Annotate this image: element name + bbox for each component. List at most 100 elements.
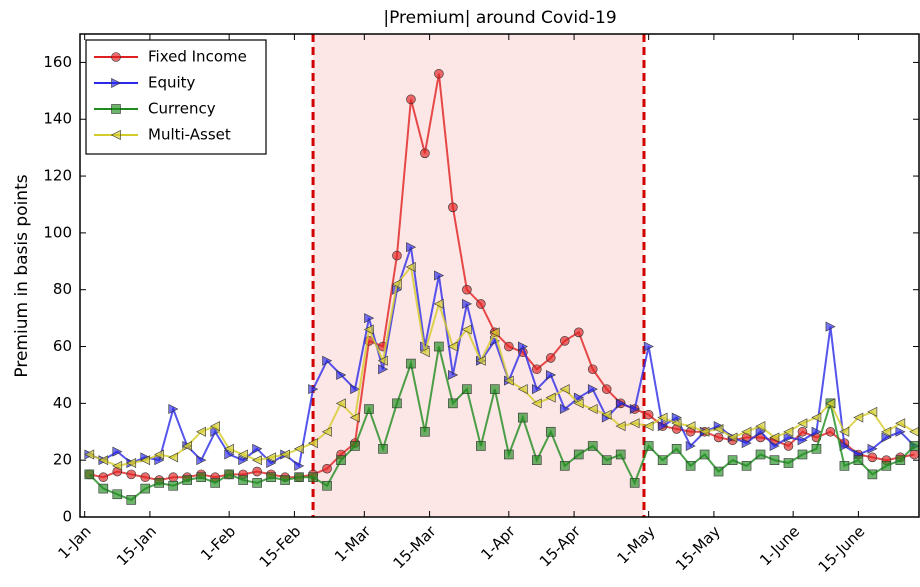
marker [377, 355, 388, 366]
marker [573, 398, 584, 409]
marker [531, 398, 542, 409]
marker [797, 418, 808, 429]
marker [210, 478, 220, 488]
marker [110, 130, 121, 140]
marker [699, 449, 710, 460]
marker [867, 406, 878, 417]
marker [713, 423, 724, 434]
marker [391, 279, 402, 290]
marker [210, 426, 221, 437]
marker [434, 270, 445, 281]
marker [839, 426, 850, 437]
x-tick-label: 15-Apr [536, 522, 585, 571]
marker [797, 449, 808, 460]
marker [587, 404, 598, 415]
marker [518, 341, 528, 352]
marker [895, 455, 906, 465]
marker [615, 398, 626, 409]
marker [671, 412, 682, 423]
marker [294, 472, 304, 483]
marker [349, 412, 360, 423]
marker [98, 472, 109, 483]
marker [643, 341, 654, 352]
marker [825, 426, 836, 437]
marker [433, 298, 444, 309]
marker [406, 242, 417, 253]
marker [685, 440, 696, 451]
marker [322, 355, 333, 366]
marker [420, 426, 430, 437]
plot-area [84, 68, 919, 505]
marker [140, 455, 151, 466]
marker [783, 426, 794, 437]
marker [111, 78, 122, 88]
x-tick-label: 15-June [815, 522, 869, 576]
marker [154, 478, 165, 488]
marker [126, 458, 137, 469]
marker [545, 369, 556, 380]
legend-label: Multi-Asset [148, 126, 231, 144]
marker [797, 426, 808, 437]
plot-frame [79, 33, 920, 518]
marker [699, 426, 710, 437]
marker [769, 455, 780, 465]
marker [238, 455, 249, 466]
marker [196, 455, 207, 466]
marker [867, 469, 878, 480]
marker [461, 324, 472, 335]
x-tick-label: 15-Mar [390, 522, 441, 573]
marker [615, 421, 626, 432]
marker [643, 409, 654, 420]
marker [448, 398, 458, 409]
marker [434, 68, 444, 79]
marker [462, 284, 472, 295]
marker [601, 455, 612, 465]
marker [615, 449, 626, 460]
marker [210, 421, 220, 432]
marker [713, 466, 724, 477]
marker [559, 336, 570, 346]
marker [489, 327, 500, 338]
chart-title: |Premium| around Covid-19 [383, 8, 616, 28]
marker [545, 392, 556, 403]
marker [490, 384, 500, 394]
marker [168, 472, 179, 483]
marker [168, 480, 179, 491]
marker [405, 261, 416, 272]
marker [713, 432, 724, 443]
marker [335, 398, 346, 409]
marker [252, 443, 263, 454]
marker [266, 458, 277, 469]
marker [867, 443, 878, 454]
marker [657, 421, 668, 432]
marker [462, 384, 472, 394]
y-tick-label: 100 [43, 223, 72, 241]
marker [364, 313, 375, 324]
marker [476, 299, 486, 309]
x-tick-label: 15-May [672, 522, 724, 574]
marker [336, 369, 347, 380]
marker [364, 404, 374, 414]
marker [350, 384, 361, 395]
marker [881, 426, 892, 437]
marker [293, 443, 304, 454]
marker [671, 418, 682, 429]
marker [447, 341, 458, 352]
marker [237, 449, 248, 460]
marker [755, 426, 766, 437]
marker [126, 495, 137, 505]
marker [783, 441, 794, 451]
marker [811, 444, 822, 454]
marker [643, 421, 654, 432]
marker [196, 426, 206, 437]
marker [84, 449, 95, 460]
y-tick-label: 140 [43, 110, 72, 128]
marker [182, 440, 193, 451]
x-tick-label: 1-May [613, 522, 658, 567]
marker [420, 148, 430, 159]
y-tick-label: 40 [53, 394, 72, 412]
marker [308, 472, 318, 483]
marker [140, 483, 151, 494]
